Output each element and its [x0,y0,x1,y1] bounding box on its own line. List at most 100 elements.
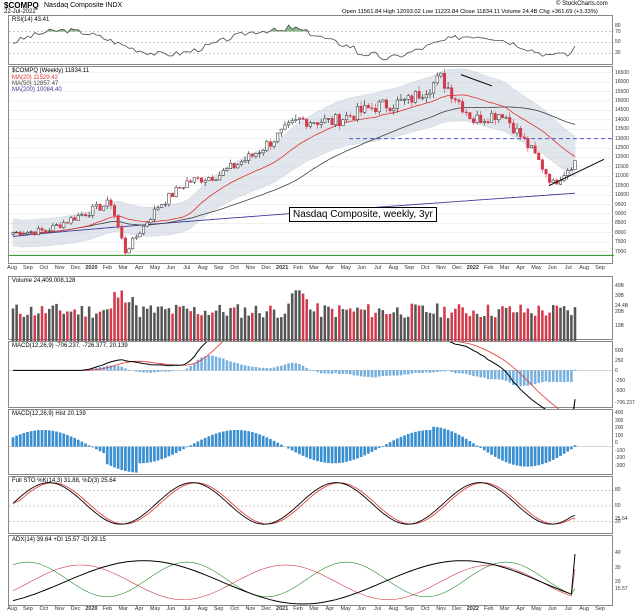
candle-body [258,152,262,154]
candle-body [377,101,381,113]
macd-hist-bar [381,370,385,376]
candle-body [352,115,356,120]
axis-tick-label: 24.4B [615,303,629,309]
candle-body [428,92,432,95]
x-tick-label: Nov [54,606,65,612]
hist-axis: 400 300 200 100 0 -100 -200 -300 [614,409,640,475]
hist-bar [432,426,435,447]
candle-body [305,119,309,127]
hist-bar [399,436,403,447]
volume-bar [551,305,555,341]
hist-bar [530,446,533,467]
adx-line [12,553,576,605]
candle-body [276,132,280,143]
candle-body [207,177,211,181]
hist-bar [508,446,512,464]
rsi-label: RSI(14) 43.41 [12,17,50,23]
candle-body [551,179,555,183]
macd-hist-bar [124,368,127,371]
candle-body [54,224,59,226]
macd-hist-bar [167,370,171,372]
volume-bar [414,304,417,341]
macd-hist-bar [446,370,450,371]
axis-tick-label: 14000 [615,116,629,123]
hist-bar [395,438,399,447]
volume-bar [443,306,446,341]
macd-hist-bar [294,363,298,371]
x-tick-label: Sep [595,606,605,612]
volume-bar [18,313,22,341]
adx-axis: 40 30 20 15.57 [614,535,640,606]
candle-body [453,98,457,101]
macd-hist-bar [276,366,279,371]
candle-body [432,82,436,94]
volume-bar [345,309,348,341]
hist-bar [501,446,504,461]
hist-bar [439,427,443,447]
volume-bar [11,308,15,341]
axis-tick-label: 12500 [615,145,629,152]
candle-body [18,231,22,236]
x-tick-label: Apr [325,265,335,271]
hist-bar [11,437,15,447]
candle-body [363,105,367,113]
candle-body [529,145,534,149]
candle-body [145,222,149,227]
macd-hist-bar [363,370,366,377]
ma200-legend: MA(200) 10084.40 [12,87,62,93]
axis-tick-label: 7500 [615,239,627,246]
axis-tick-label: -500 [615,388,626,394]
hist-bar [356,446,359,459]
candle-body [113,205,117,216]
candle-body [511,122,515,134]
candle-body [189,180,193,183]
hist-bar [453,432,457,447]
hist-bar [522,446,526,467]
plus-di-line [12,561,576,598]
candle-body [243,160,247,163]
candle-body [134,236,138,239]
x-axis-bottom: Aug Sep Oct Nov Dec 2020 Feb Mar Apr May Jun Jul Aug… [7,606,613,614]
candle-body [138,233,142,238]
hist-plot [9,426,614,473]
hist-bar [337,446,341,463]
axis-tick-label: 50 [615,503,621,509]
macd-hist-bar [287,363,290,371]
macd-hist-bar [247,366,250,371]
volume-bar [44,313,47,341]
candle-body [537,152,541,160]
macd-hist-bar [515,370,519,386]
x-tick-label: Jun [547,265,557,271]
volume-bar [352,311,356,341]
volume-bar [243,307,247,341]
candle-body [181,187,185,189]
x-tick-label: Jun [357,265,367,271]
hist-bar [493,446,497,457]
hist-bar [287,446,290,449]
volume-bar [135,305,138,341]
hist-bar [44,430,47,447]
quote-line: Open 11561.84 High 12093.02 Low 11222.84… [342,9,598,15]
volume-bar [356,307,359,341]
volume-bar [37,313,40,341]
hist-bar [51,430,55,447]
hist-bar [265,437,269,447]
volume-bar [236,304,240,341]
candle-body [149,219,153,224]
hist-bar [345,446,348,462]
candle-body [392,108,396,112]
hist-bar [450,431,454,447]
hist-bar [551,446,555,460]
axis-tick-label: -300 [615,462,626,469]
axis-tick-label: 300 [615,417,624,424]
hist-bar [66,434,69,447]
hist-bar [272,440,276,447]
candle-body [334,114,338,126]
volume-bar [428,312,432,341]
candle-body [330,118,334,126]
macd-label: MACD(12,26,9) -706.237, -726.377, 20.139 [12,343,128,349]
candle-body [348,115,352,117]
date-label: 22-Jul-2022 [4,9,36,15]
hist-label: MACD(12,26,9) Hist 20.139 [12,411,86,417]
